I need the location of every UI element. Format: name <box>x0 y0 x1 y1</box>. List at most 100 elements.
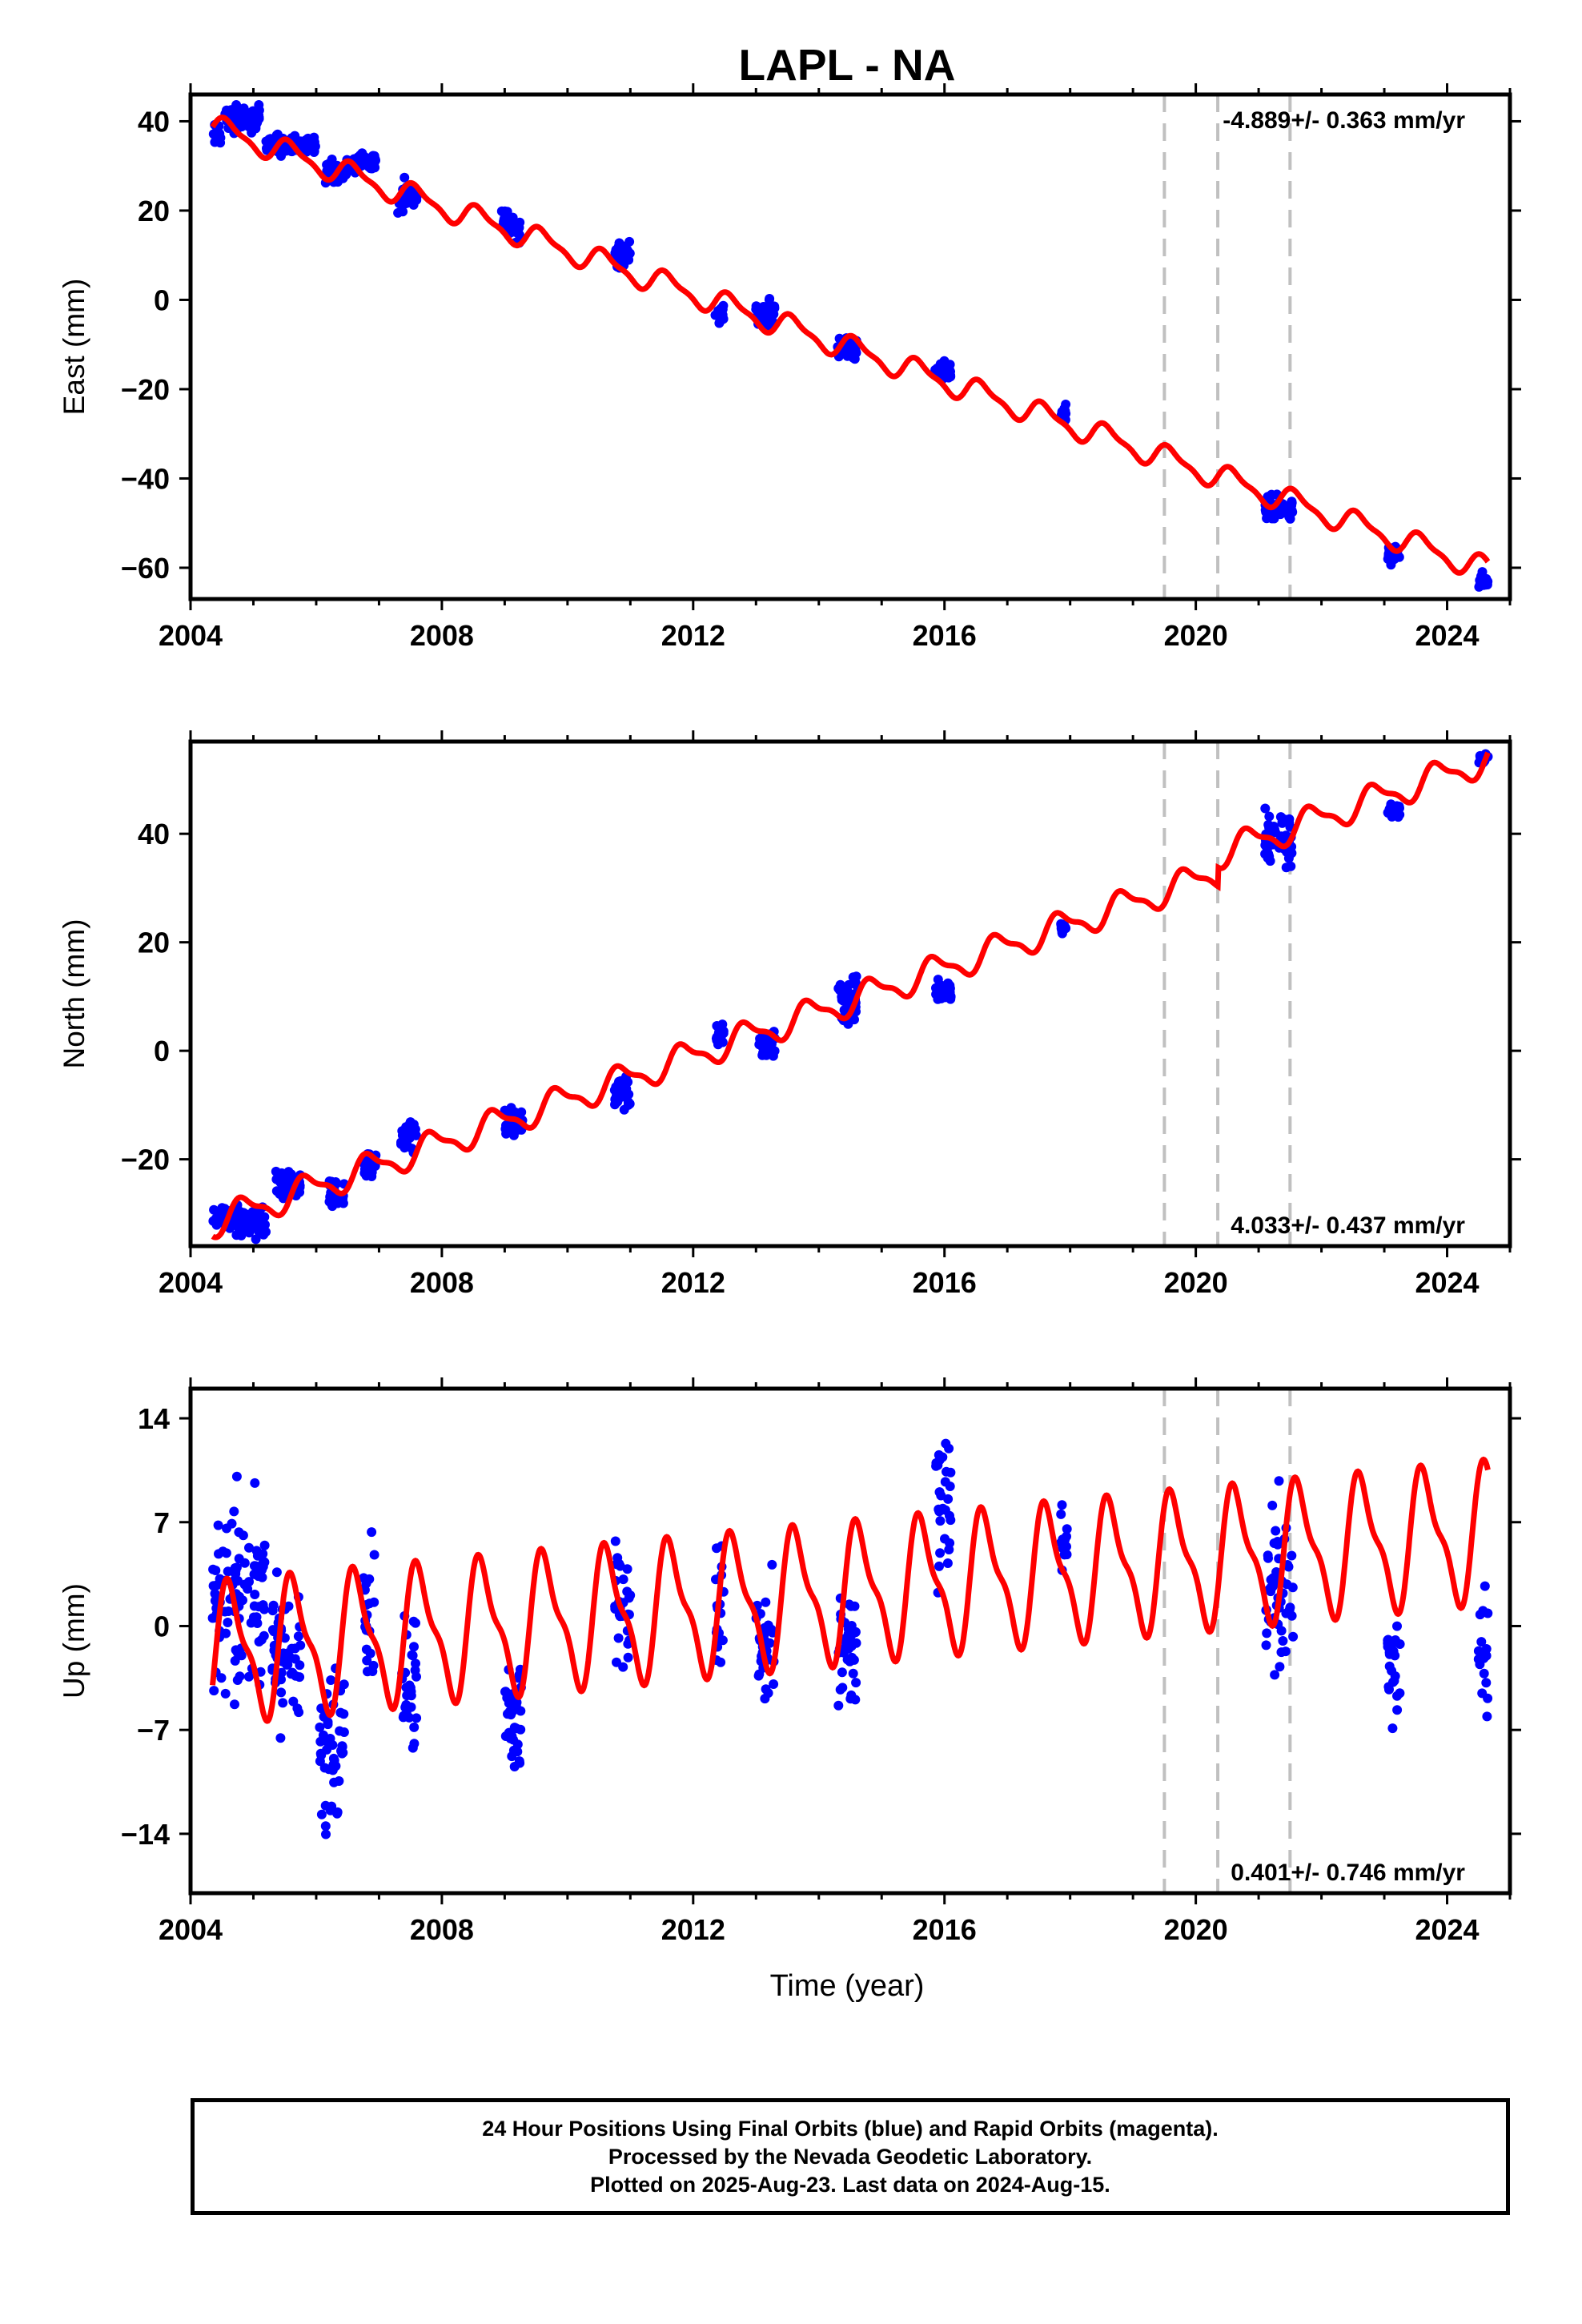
up-data-point <box>221 1628 231 1638</box>
east-data-point <box>751 304 761 315</box>
up-data-point <box>847 1652 857 1663</box>
up-data-point <box>1268 1576 1279 1586</box>
up-data-point <box>292 1703 303 1714</box>
up-data-point <box>337 1748 347 1759</box>
up-data-point <box>1275 1662 1285 1672</box>
up-data-point <box>320 1821 331 1831</box>
up-panel: 2004 2008 2012 2016 2020 2024 14 7 0 −7 −14 Up (mm)… <box>58 1377 1521 1946</box>
up-data-point <box>1482 1711 1492 1722</box>
up-data-point <box>1392 1705 1403 1715</box>
north-data-point <box>843 1019 853 1029</box>
north-data-point <box>283 1172 294 1183</box>
north-y-axis-label: North (mm) <box>58 919 90 1068</box>
up-x-tick-label: 2024 <box>1415 1913 1479 1946</box>
up-data-point <box>259 1540 270 1550</box>
up-y-tick-label: −14 <box>121 1818 170 1851</box>
up-data-point <box>323 1719 333 1730</box>
north-x-tick-label: 2020 <box>1164 1266 1228 1299</box>
north-y-tick-label: −20 <box>121 1144 170 1176</box>
up-data-point <box>850 1626 861 1637</box>
up-data-point <box>1475 1610 1485 1620</box>
north-data-point <box>759 1037 769 1047</box>
north-x-tick-label: 2008 <box>410 1266 474 1299</box>
north-data-point <box>613 1079 624 1089</box>
east-data-point <box>332 177 343 187</box>
up-data-point <box>412 1713 422 1723</box>
north-data-point <box>1260 803 1271 814</box>
north-data-point <box>247 1207 258 1217</box>
up-data-point <box>408 1616 419 1626</box>
up-data-point <box>1479 1668 1489 1679</box>
east-data-point <box>622 245 632 255</box>
north-data-point <box>509 1121 520 1132</box>
up-data-point <box>612 1657 621 1667</box>
east-x-tick-label: 2016 <box>913 619 977 652</box>
up-data-point <box>363 1667 372 1677</box>
north-data-point <box>1264 824 1275 834</box>
up-data-point <box>223 1566 233 1577</box>
east-x-tick-label: 2004 <box>159 619 223 652</box>
up-data-point <box>1481 1678 1492 1688</box>
up-data-point <box>1062 1531 1071 1542</box>
up-data-point <box>408 1743 418 1753</box>
east-data-point <box>400 172 410 183</box>
up-data-point <box>841 1639 852 1650</box>
up-data-point <box>505 1694 516 1704</box>
north-y-tick-label: 0 <box>154 1035 170 1068</box>
footer-line-3: Plotted on 2025-Aug-23. Last data on 202… <box>590 2172 1110 2197</box>
east-data-point <box>1061 408 1071 419</box>
up-data-point <box>259 1556 269 1566</box>
up-rate-label: 0.401+/- 0.746 mm/yr <box>1231 1860 1465 1886</box>
north-points <box>208 749 1493 1244</box>
up-data-point <box>500 1731 511 1741</box>
up-data-point <box>409 1722 420 1732</box>
up-data-point <box>257 1565 267 1575</box>
up-data-point <box>761 1684 771 1695</box>
up-data-point <box>1483 1693 1493 1703</box>
up-data-point <box>322 1736 332 1747</box>
east-data-point <box>946 370 955 380</box>
north-data-point <box>294 1187 304 1197</box>
east-data-point <box>243 114 253 124</box>
north-data-point <box>325 1191 335 1201</box>
up-data-point <box>288 1696 299 1707</box>
up-data-point <box>412 1671 421 1682</box>
up-data-point <box>278 1698 288 1708</box>
up-data-point <box>315 1722 325 1732</box>
north-data-point <box>255 1227 265 1237</box>
up-data-point <box>846 1690 857 1700</box>
up-data-point <box>851 1678 861 1688</box>
footer-box: 24 Hour Positions Using Final Orbits (bl… <box>191 2098 1510 2215</box>
up-data-point <box>1483 1608 1493 1618</box>
east-data-point <box>614 249 624 259</box>
up-data-point <box>941 1438 951 1449</box>
up-data-point <box>946 1467 956 1478</box>
up-data-point <box>209 1686 219 1696</box>
east-data-point <box>303 135 312 146</box>
up-data-point <box>231 1471 242 1482</box>
up-data-point <box>1387 1723 1398 1734</box>
north-model-line <box>211 751 1491 1240</box>
east-data-point <box>1266 492 1275 502</box>
north-x-tick-label: 2004 <box>159 1266 223 1299</box>
up-data-point <box>1384 1661 1395 1671</box>
up-data-point <box>761 1597 771 1607</box>
north-data-point <box>411 1130 421 1140</box>
up-data-point <box>940 1534 950 1544</box>
up-data-point <box>407 1650 417 1660</box>
north-data-point <box>276 1168 287 1178</box>
up-data-point <box>1476 1637 1487 1647</box>
east-model-line <box>210 115 1491 576</box>
up-data-point <box>365 1648 375 1659</box>
up-model-line <box>210 1456 1491 1724</box>
up-data-point <box>409 1642 419 1652</box>
footer-line-2: Processed by the Nevada Geodetic Laborat… <box>608 2144 1093 2169</box>
up-data-point <box>239 1558 250 1568</box>
chart-canvas: LAPL - NA Time (year) 2004 2008 2012 2016 20… <box>58 40 1521 2003</box>
up-data-point <box>717 1635 728 1646</box>
up-data-point <box>322 1744 332 1755</box>
up-data-point <box>1480 1581 1490 1591</box>
up-data-point <box>843 1624 853 1634</box>
up-data-point <box>369 1550 379 1560</box>
up-data-point <box>326 1675 336 1685</box>
